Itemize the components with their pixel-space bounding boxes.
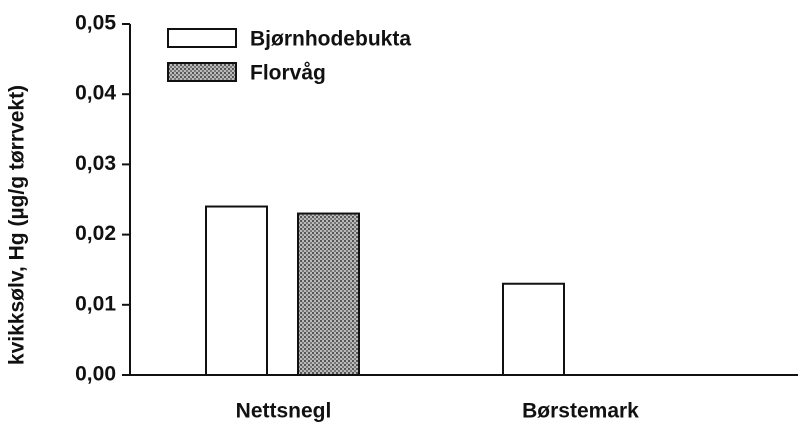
legend-label: Bjørnhodebukta — [250, 28, 411, 51]
y-tick-label: 0,00 — [75, 363, 116, 386]
x-tick-label: Børstemark — [522, 400, 639, 423]
y-tick-label: 0,03 — [75, 152, 116, 175]
legend-label: Florvåg — [250, 62, 326, 85]
legend-swatch — [167, 28, 237, 48]
legend-swatch — [167, 62, 237, 82]
y-tick-label: 0,01 — [75, 292, 116, 315]
bar — [502, 282, 565, 376]
y-axis-label: kvikksølv, Hg (µg/g tørrvekt) — [6, 85, 29, 365]
y-tick-label: 0,05 — [75, 12, 116, 35]
bar — [297, 212, 360, 376]
x-tick-label: Nettsnegl — [236, 400, 332, 423]
bar — [205, 205, 268, 376]
y-tick-label: 0,02 — [75, 222, 116, 245]
y-tick-label: 0,04 — [75, 82, 116, 105]
